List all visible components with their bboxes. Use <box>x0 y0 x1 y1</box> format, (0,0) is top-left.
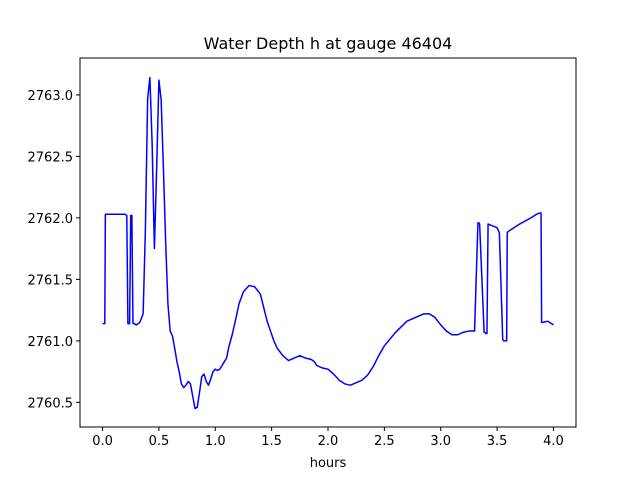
y-tick-label: 2762.5 <box>28 150 74 165</box>
y-tick-label: 2760.5 <box>28 396 74 411</box>
x-tick-label: 4.0 <box>543 434 564 449</box>
x-tick-label: 2.5 <box>374 434 395 449</box>
y-tick-label: 2761.5 <box>28 273 74 288</box>
x-tick-label: 3.5 <box>487 434 508 449</box>
x-tick-label: 2.0 <box>318 434 339 449</box>
x-axis-label: hours <box>310 456 347 471</box>
y-tick-label: 2761.0 <box>28 335 74 350</box>
y-axis: 2760.5 2761.0 2761.5 2762.0 2762.5 2763.0 <box>28 89 80 411</box>
y-tick-label: 2762.0 <box>28 212 74 227</box>
chart-title: Water Depth h at gauge 46404 <box>204 34 453 53</box>
x-tick-label: 0.0 <box>92 434 113 449</box>
x-tick-label: 0.5 <box>149 434 170 449</box>
x-tick-label: 1.5 <box>261 434 282 449</box>
x-tick-label: 1.0 <box>205 434 226 449</box>
x-tick-label: 3.0 <box>430 434 451 449</box>
x-axis: 0.0 0.5 1.0 1.5 2.0 2.5 3.0 3.5 4.0 <box>92 427 564 449</box>
y-tick-label: 2763.0 <box>28 89 74 104</box>
series-line-0 <box>102 76 554 410</box>
